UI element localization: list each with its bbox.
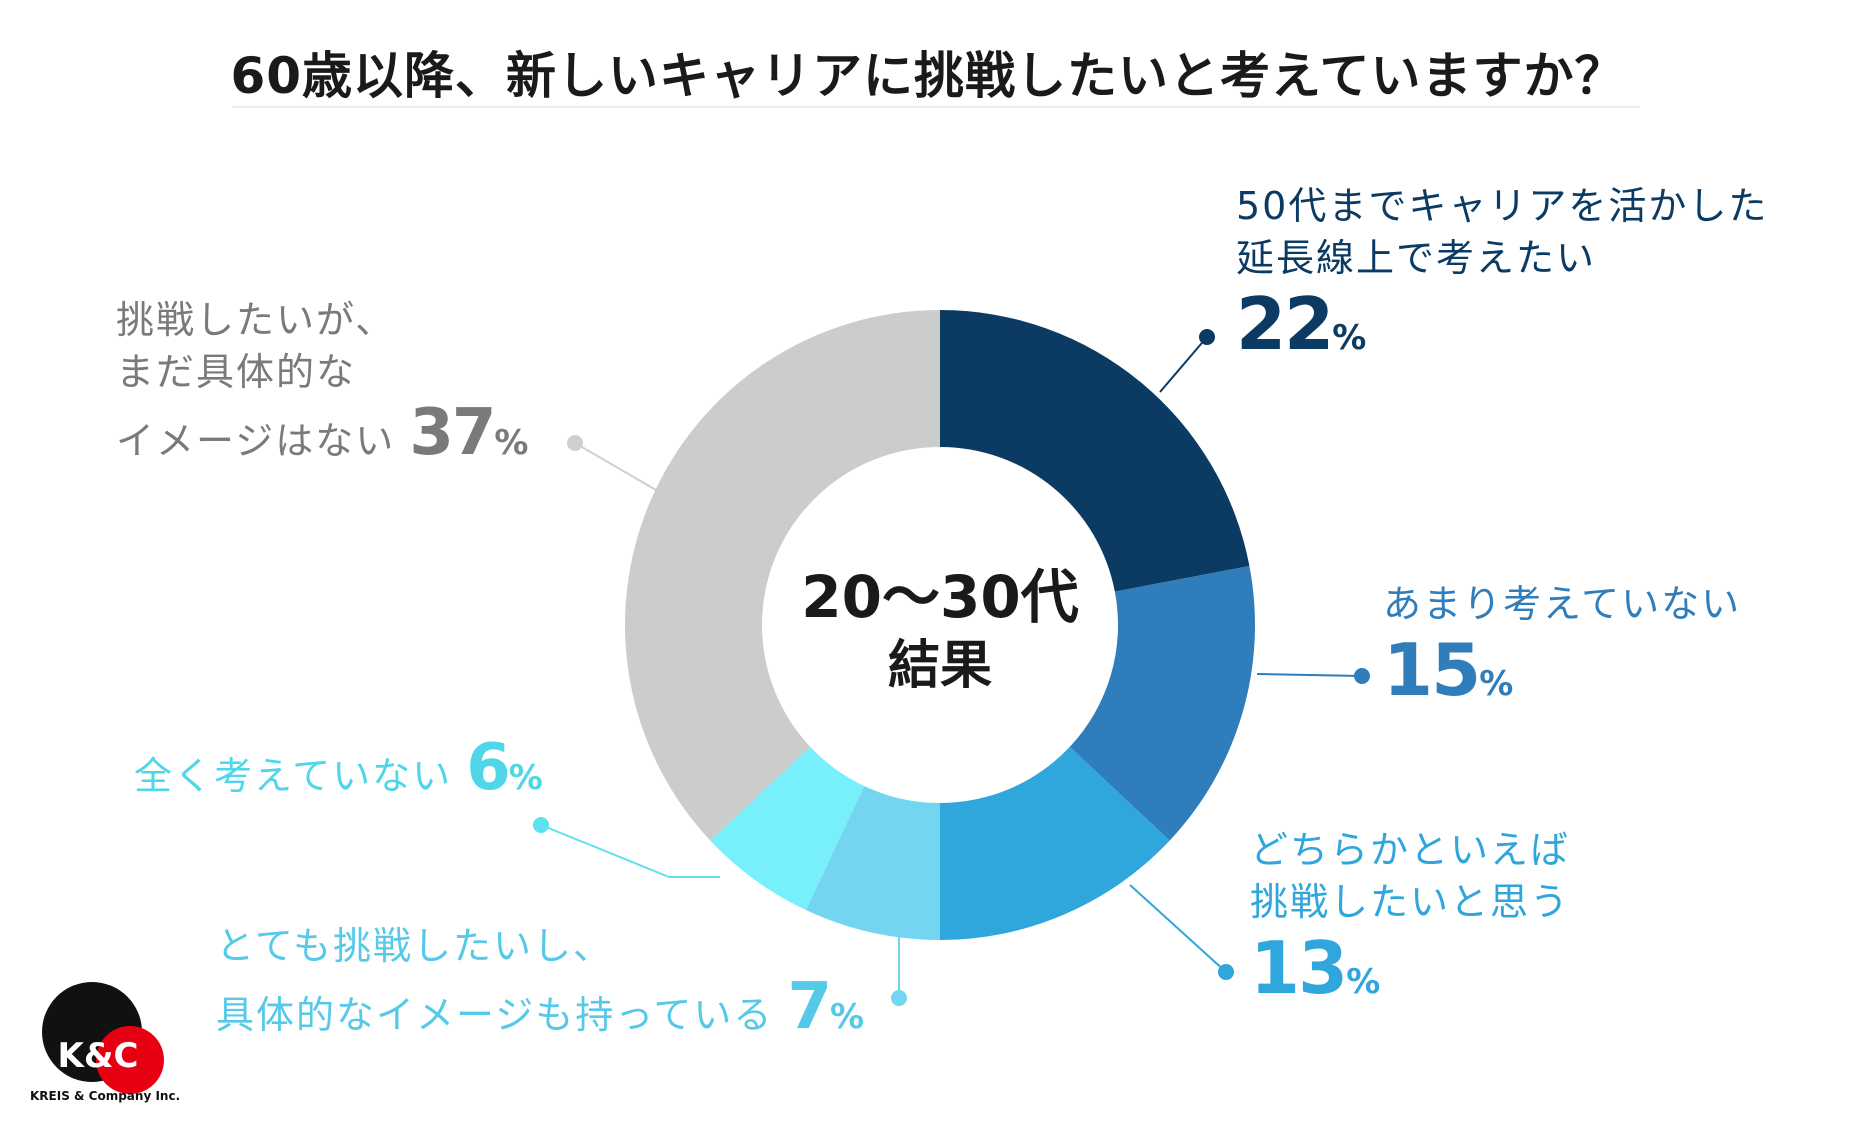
slice-label-extend-career: 50代までキャリアを活かした 延長線上で考えたい 22% <box>1236 180 1768 378</box>
slice-label-line2: まだ具体的な <box>116 350 357 394</box>
slice-label-line2: 挑戦したいと思う <box>1250 880 1571 924</box>
slice-label-not-at-all: 全く考えていない 6% <box>134 728 543 818</box>
percent-sign: % <box>1332 318 1367 358</box>
title-divider <box>232 106 1640 108</box>
company-logo: K&C <box>42 982 164 1094</box>
slice-value: 15 <box>1383 628 1481 712</box>
slice-label-very-want: とても挑戦したいし、 具体的なイメージも持っている 7% <box>216 920 864 1052</box>
leader-line-3 <box>1129 884 1227 973</box>
leader-dot-4 <box>891 990 907 1006</box>
logo-caption: KREIS & Company Inc. <box>30 1089 181 1103</box>
chart-title: 60歳以降、新しいキャリアに挑戦したいと考えていますか？ <box>230 47 1626 105</box>
percent-sign: % <box>1346 962 1381 1002</box>
leader-line-2 <box>1256 673 1363 677</box>
slice-label-line1: あまり考えていない <box>1383 582 1742 626</box>
leader-dot-1 <box>1199 329 1215 345</box>
slice-label-not-thinking-much: あまり考えていない 15% <box>1383 578 1741 724</box>
center-label-line1: 20〜30代 <box>801 563 1078 631</box>
donut-slice-5 <box>710 746 865 911</box>
slice-label-line1: どちらかといえば <box>1250 828 1571 872</box>
donut-slice-3 <box>940 746 1170 940</box>
leader-dot-6 <box>567 435 583 451</box>
slice-label-line3: イメージはない <box>116 419 396 463</box>
leader-dot-3 <box>1218 964 1234 980</box>
slice-label-somewhat-want: どちらかといえば 挑戦したいと思う 13% <box>1250 824 1570 1022</box>
slice-value: 22 <box>1236 282 1334 366</box>
logo-mark: K&C <box>58 1036 139 1076</box>
slice-label-line1: とても挑戦したいし、 <box>216 924 613 968</box>
percent-sign: % <box>1479 664 1514 704</box>
slice-value: 6 <box>466 731 511 805</box>
donut-slice-1 <box>940 310 1250 592</box>
donut-slice-6 <box>625 310 940 841</box>
slice-label-want-no-image: 挑戦したいが、 まだ具体的な イメージはない 37% <box>116 294 528 478</box>
slice-value: 7 <box>787 970 832 1044</box>
slice-value: 13 <box>1250 926 1348 1010</box>
leader-line-5 <box>540 824 720 878</box>
donut-slice-2 <box>1069 565 1255 841</box>
slice-value: 37 <box>409 396 496 470</box>
center-label-line2: 結果 <box>888 636 992 696</box>
slice-label-line2: 具体的なイメージも持っている <box>216 993 774 1037</box>
slice-label-line2: 延長線上で考えたい <box>1236 236 1597 280</box>
leader-dot-2 <box>1354 668 1370 684</box>
slice-label-line1: 全く考えていない <box>134 754 453 798</box>
slice-label-line1: 挑戦したいが、 <box>116 298 396 342</box>
leader-line-1 <box>1159 336 1208 393</box>
percent-sign: % <box>829 997 865 1037</box>
percent-sign: % <box>494 423 529 463</box>
donut-slice-4 <box>805 786 940 940</box>
percent-sign: % <box>508 758 543 798</box>
slice-label-line1: 50代までキャリアを活かした <box>1236 184 1769 228</box>
leader-dot-5 <box>533 817 549 833</box>
logo-red-circle <box>96 1026 164 1094</box>
leader-line-6 <box>574 442 657 491</box>
